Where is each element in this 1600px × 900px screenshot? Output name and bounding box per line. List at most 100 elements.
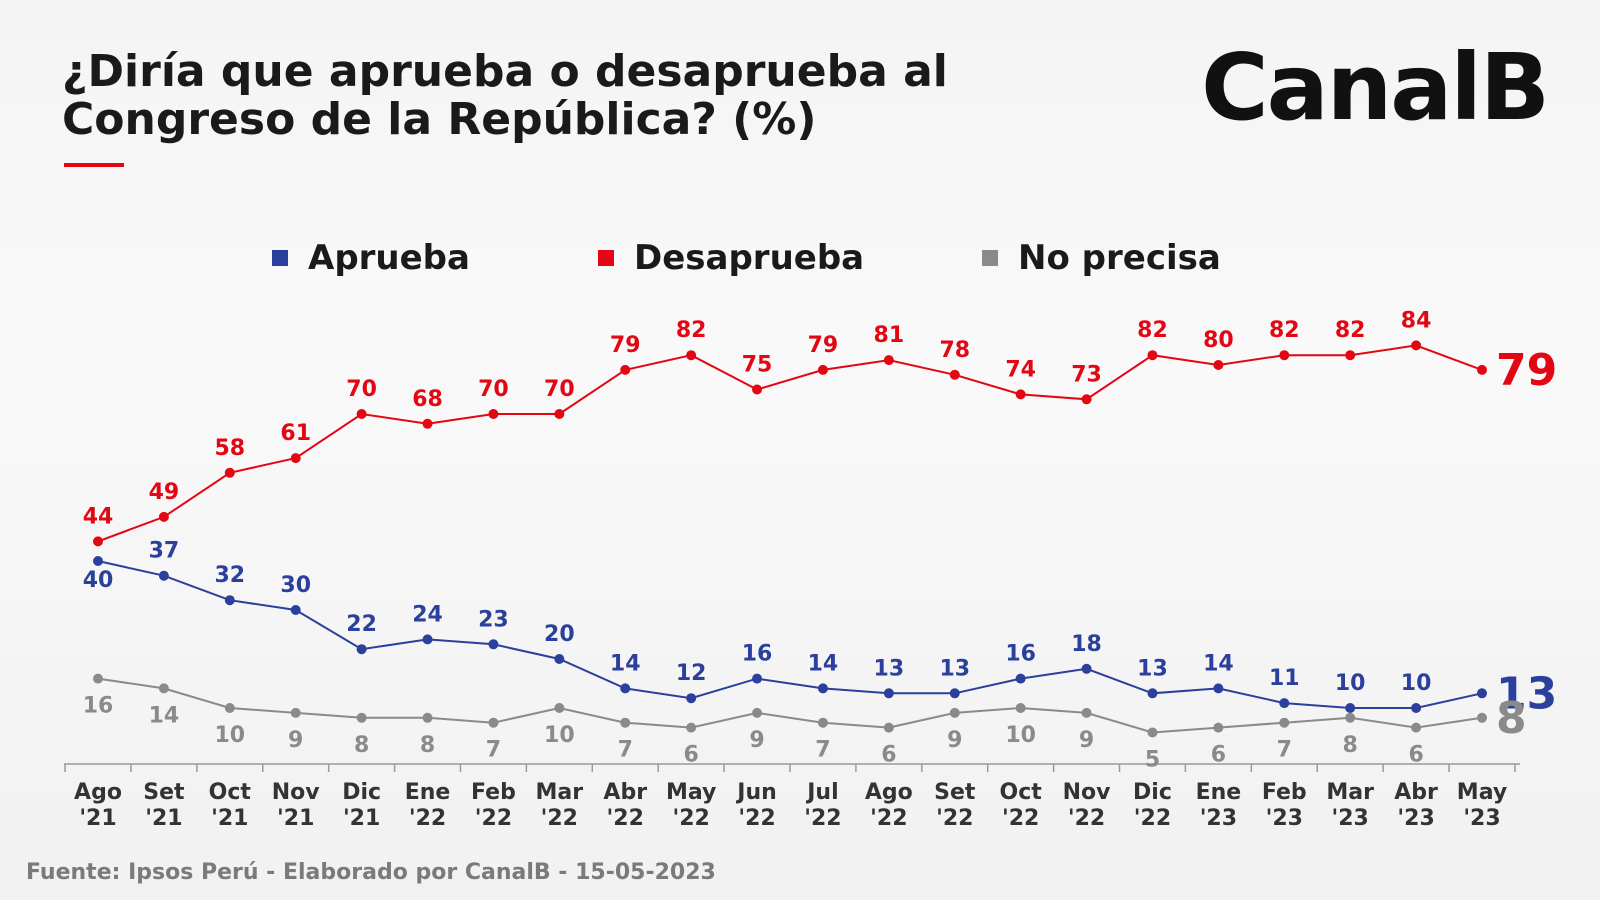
x-tick-label: Set [934, 780, 976, 805]
legend-item-no-precisa: No precisa [982, 238, 1221, 278]
data-point-no-precisa [290, 707, 301, 718]
data-label-no-precisa: 8 [420, 733, 435, 758]
x-tick-label-year: '22 [409, 806, 446, 831]
x-tick-label: Dic [1133, 780, 1172, 805]
data-point-desaprueba [1477, 364, 1487, 375]
data-point-aprueba [290, 605, 301, 615]
data-label-desaprueba: 80 [1203, 328, 1234, 353]
x-tick-label: Oct [1000, 780, 1043, 805]
data-label-desaprueba: 79 [610, 333, 641, 358]
data-label-aprueba: 14 [610, 651, 641, 676]
data-point-no-precisa [817, 717, 828, 728]
data-point-no-precisa [224, 703, 235, 713]
data-point-aprueba [686, 693, 697, 704]
data-label-desaprueba: 70 [478, 377, 509, 402]
x-tick-label-year: '21 [211, 806, 248, 831]
data-label-desaprueba: 81 [874, 323, 905, 348]
data-point-desaprueba [1411, 340, 1422, 351]
data-point-desaprueba [554, 409, 565, 419]
title-line-1: ¿Diría que aprueba o desaprueba al [62, 46, 948, 97]
x-tick-label: Nov [272, 780, 321, 805]
x-tick-label-year: '22 [804, 806, 841, 831]
data-point-desaprueba [883, 355, 894, 366]
data-label-no-precisa: 10 [214, 723, 245, 748]
data-point-desaprueba [1147, 350, 1158, 361]
data-point-aprueba [1213, 683, 1224, 694]
data-label-no-precisa: 7 [815, 738, 830, 763]
legend-item-desaprueba: Desaprueba [598, 238, 864, 278]
data-label-aprueba: 30 [280, 573, 311, 598]
data-point-aprueba [1345, 703, 1356, 713]
x-tick-label: Mar [1326, 780, 1374, 805]
legend-label-aprueba: Aprueba [308, 238, 470, 278]
x-tick-label-year: '22 [541, 806, 578, 831]
data-label-desaprueba: 68 [412, 387, 443, 412]
data-label-no-precisa: 7 [1277, 738, 1292, 763]
data-label-no-precisa: 6 [683, 743, 698, 768]
x-tick-label: Feb [471, 780, 516, 805]
x-tick-label: Mar [536, 780, 584, 805]
data-point-aprueba [1015, 673, 1026, 684]
data-point-aprueba [620, 683, 631, 694]
data-point-aprueba [817, 683, 828, 694]
x-tick-label-year: '22 [1002, 806, 1039, 831]
x-tick-label: Abr [1394, 780, 1438, 805]
data-point-no-precisa [93, 673, 103, 684]
data-label-desaprueba: 70 [544, 377, 575, 402]
x-tick-label: Abr [603, 780, 647, 805]
data-point-aprueba [1279, 698, 1290, 709]
data-point-desaprueba [1279, 350, 1290, 361]
data-point-desaprueba [752, 384, 763, 395]
data-label-no-precisa: 6 [1211, 743, 1226, 768]
series-line-aprueba [97, 560, 1483, 709]
x-tick-label: Ago [74, 780, 122, 805]
legend-swatch-desaprueba [598, 250, 614, 266]
data-label-no-precisa: 9 [288, 728, 303, 753]
x-tick-label-year: '23 [1397, 806, 1434, 831]
legend-label-no-precisa: No precisa [1018, 238, 1221, 278]
data-point-aprueba [1477, 688, 1487, 699]
data-point-aprueba [1081, 663, 1092, 674]
legend-label-desaprueba: Desaprueba [634, 238, 865, 278]
data-point-no-precisa [356, 712, 367, 723]
data-label-no-precisa: 8 [1496, 693, 1527, 744]
x-tick-label-year: '23 [1332, 806, 1369, 831]
x-tick-label: Nov [1063, 780, 1112, 805]
data-label-no-precisa: 6 [881, 743, 896, 768]
data-point-no-precisa [883, 722, 894, 733]
data-point-no-precisa [1015, 703, 1026, 713]
data-point-no-precisa [752, 707, 763, 718]
data-label-desaprueba: 78 [939, 338, 970, 363]
data-label-aprueba: 32 [214, 563, 245, 588]
legend-swatch-aprueba [272, 250, 288, 266]
x-tick-label-year: '21 [145, 806, 182, 831]
data-label-desaprueba: 58 [214, 436, 245, 461]
data-label-no-precisa: 8 [354, 733, 369, 758]
data-label-no-precisa: 10 [1005, 723, 1036, 748]
data-label-aprueba: 13 [1137, 656, 1168, 681]
x-tick-label: Ene [1196, 780, 1242, 805]
data-label-no-precisa: 6 [1408, 743, 1423, 768]
series-line-desaprueba [97, 344, 1483, 543]
data-point-aprueba [949, 688, 960, 699]
x-tick-label: Ago [865, 780, 913, 805]
data-label-aprueba: 37 [149, 539, 180, 564]
x-tick-label: May [1457, 780, 1507, 805]
data-point-desaprueba [158, 511, 169, 522]
data-point-desaprueba [290, 453, 301, 464]
x-tick-label: Dic [342, 780, 381, 805]
data-point-no-precisa [1213, 722, 1224, 733]
data-label-desaprueba: 73 [1071, 362, 1102, 387]
data-point-desaprueba [356, 409, 367, 419]
data-point-desaprueba [686, 350, 697, 361]
data-point-no-precisa [422, 712, 433, 723]
data-label-desaprueba: 49 [149, 480, 180, 505]
data-point-aprueba [488, 639, 499, 650]
x-tick-label-year: '22 [475, 806, 512, 831]
data-point-no-precisa [620, 717, 631, 728]
data-label-aprueba: 10 [1401, 671, 1432, 696]
x-tick-label-year: '23 [1266, 806, 1303, 831]
data-point-no-precisa [1411, 722, 1422, 733]
data-point-desaprueba [1081, 394, 1092, 405]
